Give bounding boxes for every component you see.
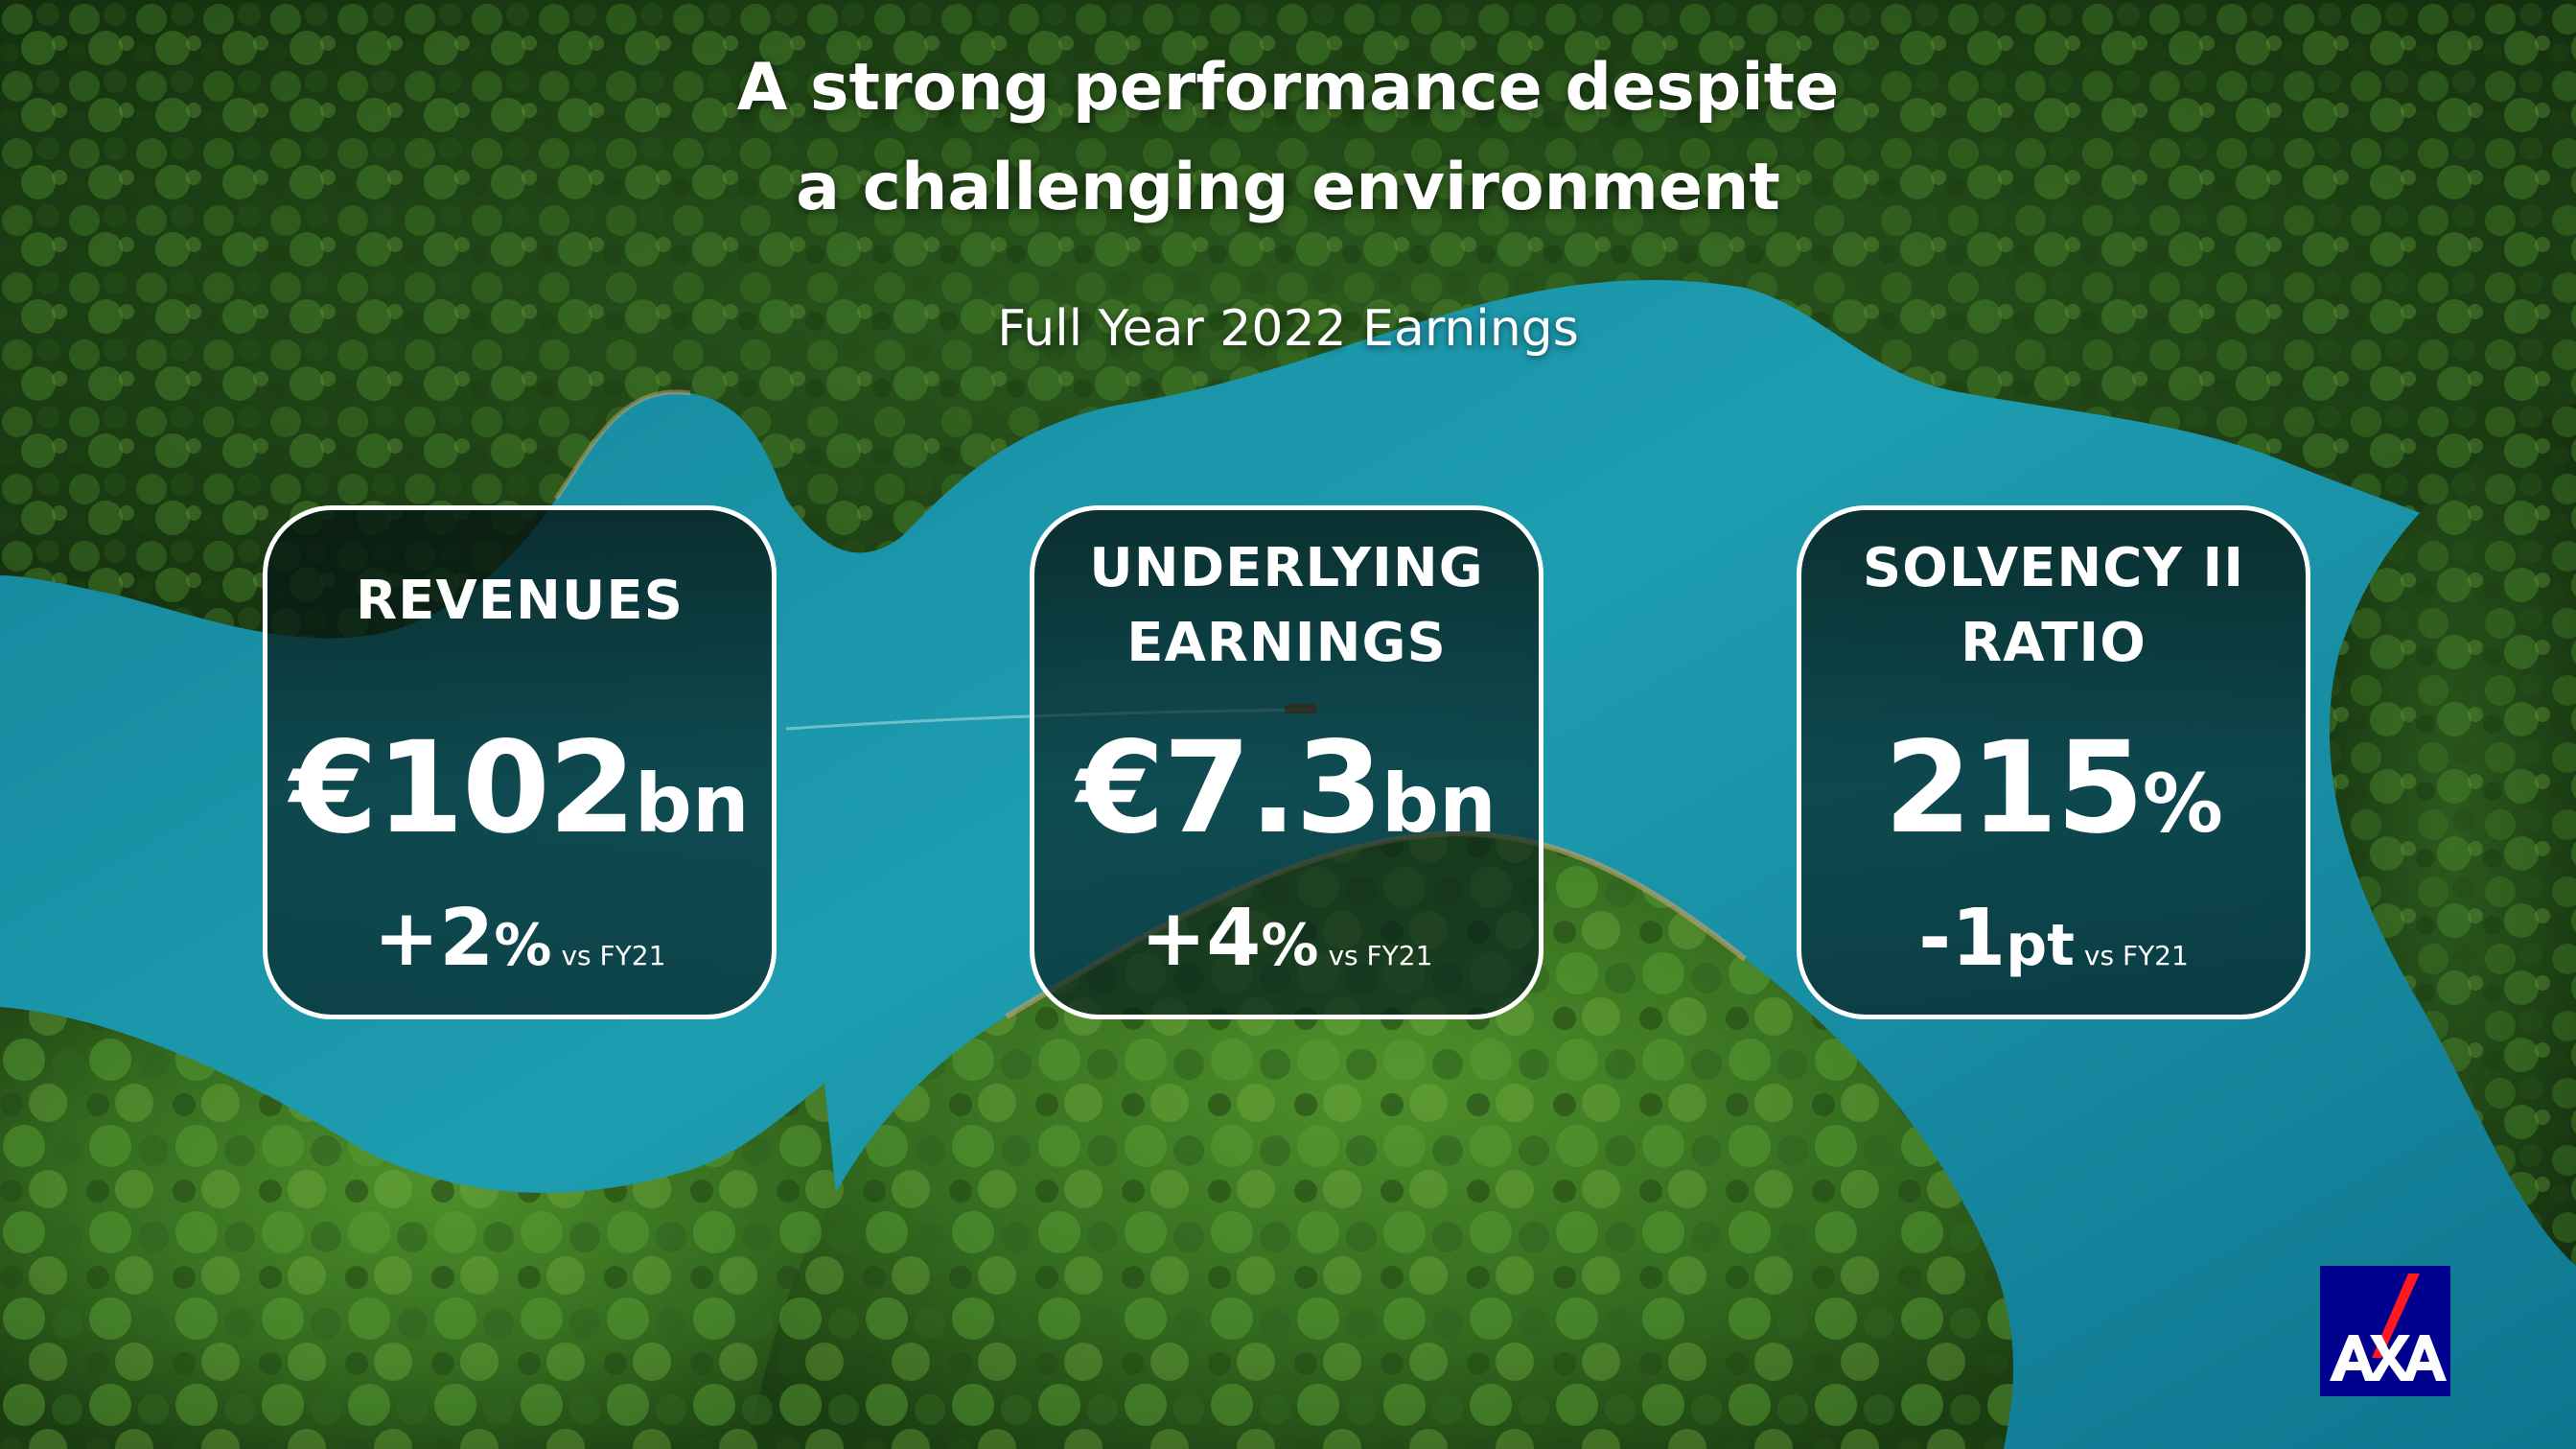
kpi-change-unit: pt <box>2006 912 2075 979</box>
kpi-change-number: +2 <box>373 893 495 984</box>
kpi-change-unit: % <box>494 912 552 979</box>
kpi-change-number: +4 <box>1140 893 1262 984</box>
kpi-value-number: €7.3 <box>1077 714 1383 862</box>
kpi-value-number: €102 <box>290 714 636 862</box>
slide-title-line-1: A strong performance despite <box>736 50 1840 126</box>
kpi-label-line: RATIO <box>1961 612 2147 674</box>
kpi-comparison: vs FY21 <box>2083 940 2189 971</box>
kpi-label-line: UNDERLYING <box>1089 537 1484 599</box>
slide-title: A strong performance despite a challengi… <box>0 38 2576 238</box>
kpi-label: SOLVENCY II RATIO <box>1801 531 2306 681</box>
kpi-card-underlying-earnings: UNDERLYING EARNINGS €7.3bn +4% vs FY21 <box>1030 505 1543 1019</box>
kpi-value-unit: % <box>2142 757 2223 851</box>
kpi-label: UNDERLYING EARNINGS <box>1034 531 1539 681</box>
kpi-card-solvency-ratio: SOLVENCY II RATIO 215% -1pt vs FY21 <box>1797 505 2310 1019</box>
kpi-change-number: -1 <box>1918 893 2007 984</box>
kpi-value: 215% <box>1801 716 2306 899</box>
kpi-comparison: vs FY21 <box>561 940 666 971</box>
slide-subtitle: Full Year 2022 Earnings <box>997 300 1579 358</box>
kpi-value: €102bn <box>267 716 772 899</box>
kpi-change: +4% vs FY21 <box>1034 896 1539 1003</box>
kpi-label-line: REVENUES <box>356 570 684 632</box>
kpi-card-revenues: REVENUES €102bn +2% vs FY21 <box>263 505 777 1019</box>
kpi-value-unit: bn <box>1381 757 1497 851</box>
kpi-label-line: SOLVENCY II <box>1862 537 2245 599</box>
kpi-label: REVENUES <box>267 564 772 639</box>
kpi-value-unit: bn <box>634 757 750 851</box>
kpi-value-number: 215 <box>1884 714 2145 862</box>
kpi-change: -1pt vs FY21 <box>1801 896 2306 1003</box>
kpi-change-unit: % <box>1261 912 1319 979</box>
kpi-label-line: EARNINGS <box>1126 612 1447 674</box>
kpi-change: +2% vs FY21 <box>267 896 772 1003</box>
axa-logo <box>2320 1266 2450 1396</box>
kpi-comparison: vs FY21 <box>1328 940 1433 971</box>
slide-title-line-2: a challenging environment <box>796 150 1780 225</box>
kpi-value: €7.3bn <box>1034 716 1539 899</box>
